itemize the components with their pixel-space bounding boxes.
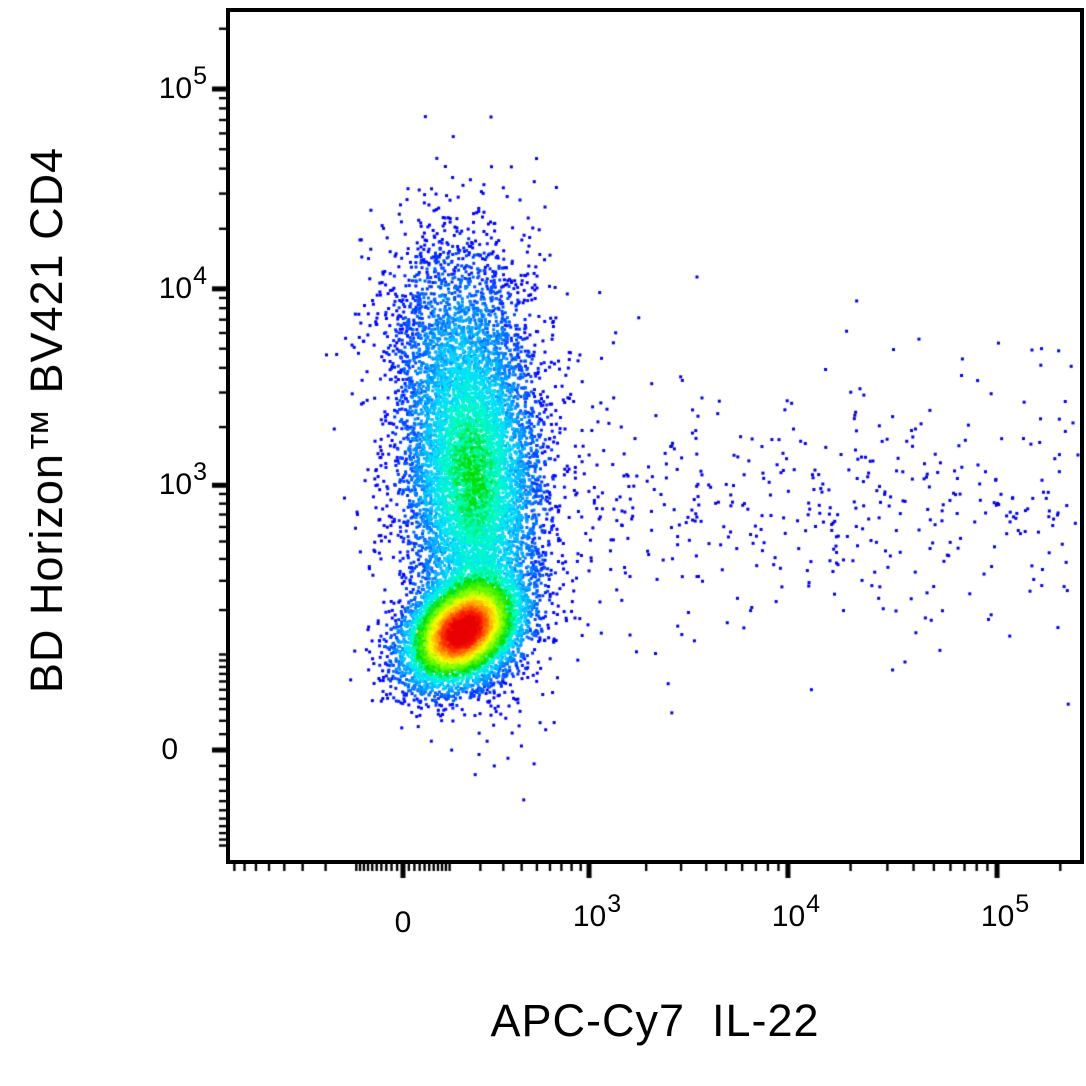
x-tick-label-10e3: 103: [572, 892, 621, 933]
tick-exponent: 5: [193, 61, 207, 90]
tick-exponent: 3: [193, 458, 207, 487]
y-axis-title: BD Horizon™ BV421 CD4: [21, 146, 72, 694]
tick-mantissa: 10: [572, 900, 607, 933]
tick-exponent: 4: [806, 890, 821, 918]
y-tick-label-10e3: 103: [158, 460, 207, 502]
tick-exponent: 5: [1015, 890, 1030, 918]
y-tick-label-10e4: 104: [158, 263, 207, 305]
tick-mantissa: 10: [158, 71, 193, 105]
tick-mantissa: 10: [980, 900, 1015, 933]
tick-mantissa: 10: [771, 900, 806, 933]
x-tick-label-10e4: 104: [771, 892, 820, 933]
tick-mantissa: 10: [158, 468, 193, 502]
tick-exponent: 3: [607, 890, 622, 918]
y-tick-label-0: 0: [161, 733, 178, 766]
x-tick-label-10e5: 105: [980, 892, 1029, 933]
tick-mantissa: 10: [158, 271, 193, 305]
y-tick-label-10e5: 105: [158, 63, 207, 105]
tick-exponent: 4: [193, 261, 207, 290]
x-tick-label-0: 0: [394, 906, 412, 939]
x-axis-title: APC-Cy7 IL-22: [490, 995, 820, 1046]
